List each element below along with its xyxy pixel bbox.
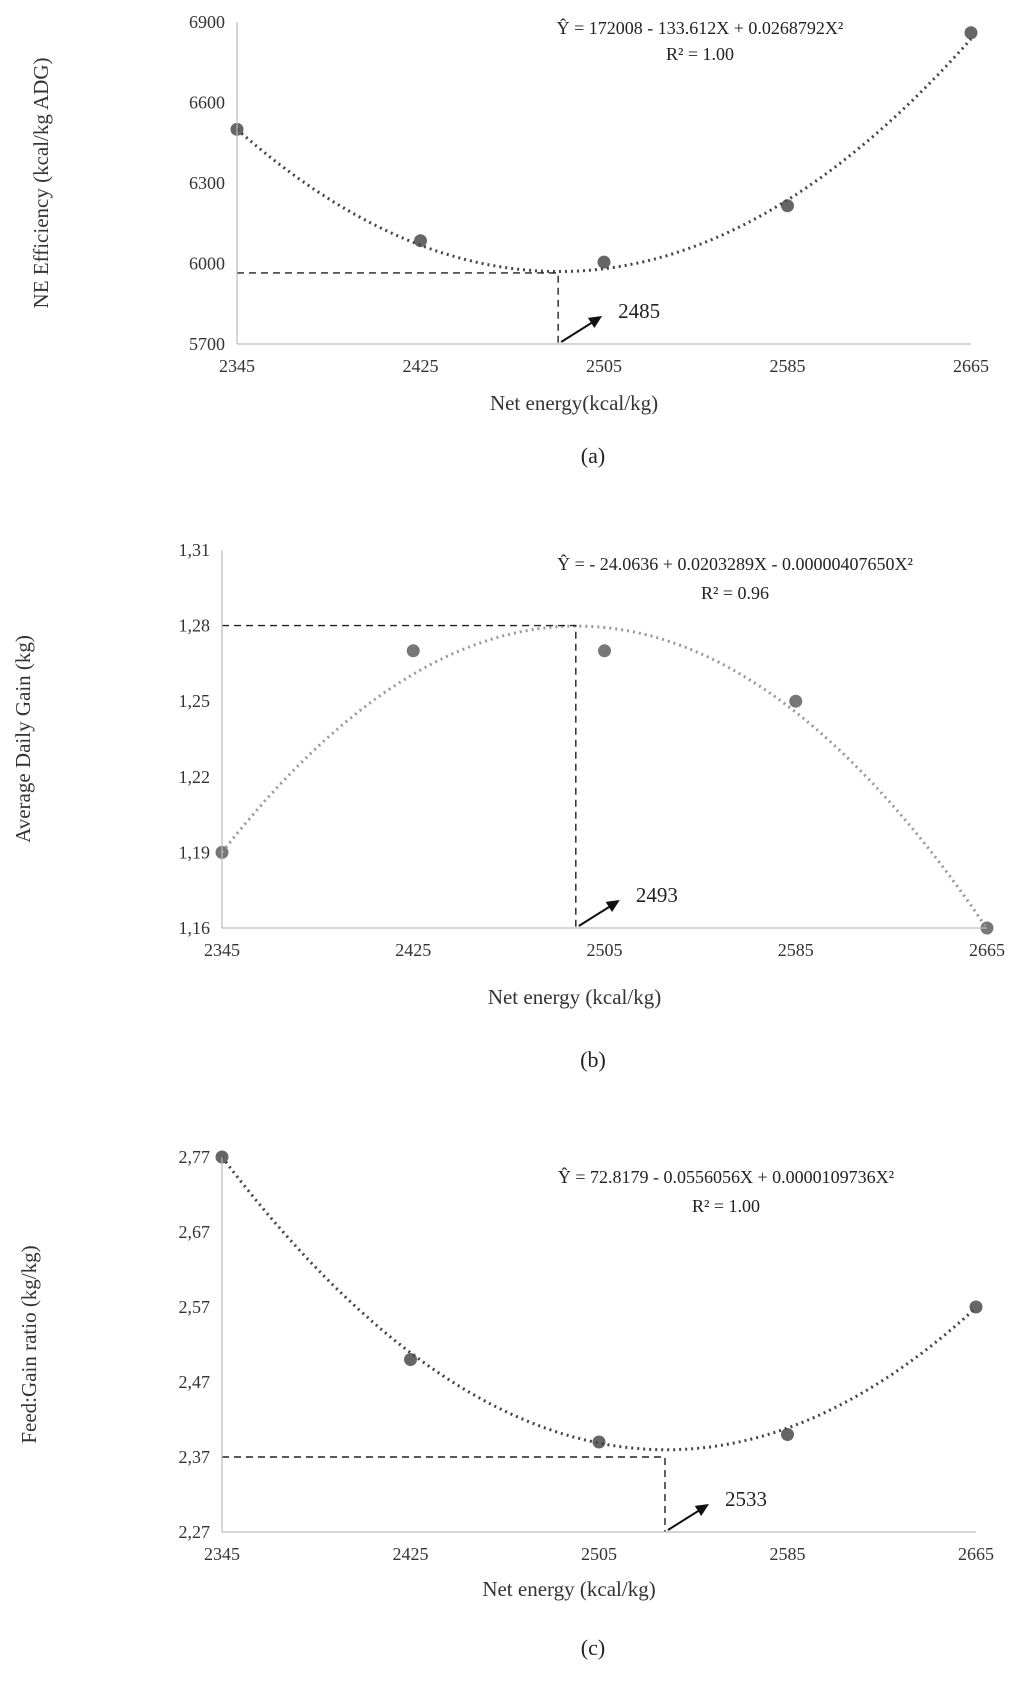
x-tick-label: 2585 <box>770 356 806 376</box>
data-point <box>592 1435 606 1449</box>
y-tick-label: 1,25 <box>179 691 211 711</box>
regression-equation: Ŷ = - 24.0636 + 0.0203289X - 0.000004076… <box>557 553 913 574</box>
y-tick-label: 2,77 <box>179 1147 211 1167</box>
y-tick-label: 2,57 <box>179 1297 211 1317</box>
data-point <box>414 234 427 248</box>
data-point <box>781 1428 794 1441</box>
x-tick-label: 2505 <box>581 1544 617 1564</box>
optimum-arrow <box>667 1507 704 1531</box>
x-tick-labels: 2345 2425 2505 2585 2665 <box>204 940 1005 960</box>
y-tick-labels: 2,27 2,37 2,47 2,57 2,67 2,77 <box>179 1147 211 1542</box>
x-tick-label: 2425 <box>393 1544 429 1564</box>
y-tick-label: 5700 <box>189 334 225 354</box>
x-tick-label: 2345 <box>204 940 240 960</box>
chart-c: 2533 2345 2425 2505 2585 2665 2,272,372,472,… <box>17 1147 994 1660</box>
chart-b: 2493 2345 2425 2505 2585 2665 1,161,191,221,… <box>11 540 1005 1072</box>
y-tick-label: 1,22 <box>179 767 211 787</box>
y-tick-label: 1,19 <box>179 842 211 862</box>
x-tick-labels: 2345 2425 2505 2585 2665 <box>204 1544 994 1564</box>
optimum-label: 2485 <box>618 299 660 323</box>
y-tick-label: 1,16 <box>179 918 211 938</box>
optimum-guide-line <box>222 1456 666 1532</box>
optimum-arrow <box>578 903 615 927</box>
y-tick-label: 6300 <box>189 173 225 193</box>
regression-equation: Ŷ = 172008 - 133.612X + 0.0268792X² <box>557 17 844 38</box>
data-point <box>598 644 611 658</box>
y-tick-label: 6600 <box>189 93 225 113</box>
x-tick-label: 2585 <box>770 1544 806 1564</box>
fit-curve <box>220 624 989 929</box>
r-squared: R² = 0.96 <box>701 583 769 603</box>
x-tick-label: 2345 <box>219 356 255 376</box>
r-squared: R² = 1.00 <box>692 1196 760 1216</box>
data-point <box>406 644 420 658</box>
x-tick-label: 2345 <box>204 1544 240 1564</box>
optimum-arrow <box>560 319 597 343</box>
x-tick-label: 2505 <box>587 940 623 960</box>
optimum-label: 2533 <box>725 1487 767 1511</box>
optimum-guide-line <box>222 624 577 928</box>
optimum-guide-line <box>237 272 559 344</box>
x-tick-label: 2665 <box>953 356 989 376</box>
data-point <box>781 199 794 213</box>
y-tick-labels: 5700 6000 6300 6600 6900 <box>189 12 225 354</box>
regression-equation: Ŷ = 72.8179 - 0.0556056X + 0.0000109736X… <box>558 1166 894 1187</box>
y-axis-label: Average Daily Gain (kg) <box>11 635 35 843</box>
x-tick-label: 2425 <box>403 356 439 376</box>
y-tick-label: 6900 <box>189 12 225 32</box>
y-tick-label: 2,27 <box>179 1522 211 1542</box>
optimum-arrowhead <box>605 900 620 913</box>
data-point <box>964 26 978 40</box>
panel-label: (a) <box>581 443 605 468</box>
optimum-arrowhead <box>587 316 603 329</box>
y-tick-label: 2,37 <box>179 1447 211 1467</box>
y-tick-label: 6000 <box>189 254 225 274</box>
y-tick-label: 2,47 <box>179 1372 211 1392</box>
fit-curve <box>220 1156 978 1452</box>
optimum-arrowhead <box>694 1504 709 1517</box>
y-tick-labels: 1,16 1,19 1,22 1,25 1,28 1,31 <box>179 540 211 938</box>
data-points <box>230 26 978 269</box>
x-tick-labels: 2345 2425 2505 2585 2665 <box>219 356 989 376</box>
panel-label: (c) <box>581 1635 605 1660</box>
y-axis-label: NE Efficiency (kcal/kg ADG) <box>29 58 53 309</box>
y-tick-label: 2,67 <box>179 1222 211 1242</box>
fit-curve <box>236 37 973 273</box>
x-axis-label: Net energy (kcal/kg) <box>482 1577 655 1601</box>
x-axis-label: Net energy(kcal/kg) <box>490 391 658 415</box>
y-axis-label: Feed:Gain ratio (kg/kg) <box>17 1245 41 1443</box>
data-point <box>597 255 611 269</box>
chart-a: 2485 2345 2425 2505 2585 2665 5700 6000 6300 66… <box>29 12 989 468</box>
y-tick-label: 1,31 <box>179 540 211 560</box>
x-axis-label: Net energy (kcal/kg) <box>488 985 661 1009</box>
y-tick-label: 1,28 <box>179 616 211 636</box>
x-tick-label: 2505 <box>586 356 622 376</box>
optimum-label: 2493 <box>636 883 678 907</box>
panel-label: (b) <box>580 1047 606 1072</box>
x-tick-label: 2585 <box>778 940 814 960</box>
x-tick-label: 2425 <box>395 940 431 960</box>
data-point <box>789 694 803 708</box>
x-tick-label: 2665 <box>958 1544 994 1564</box>
data-points <box>215 1150 983 1449</box>
r-squared: R² = 1.00 <box>666 44 734 64</box>
x-tick-label: 2665 <box>969 940 1005 960</box>
